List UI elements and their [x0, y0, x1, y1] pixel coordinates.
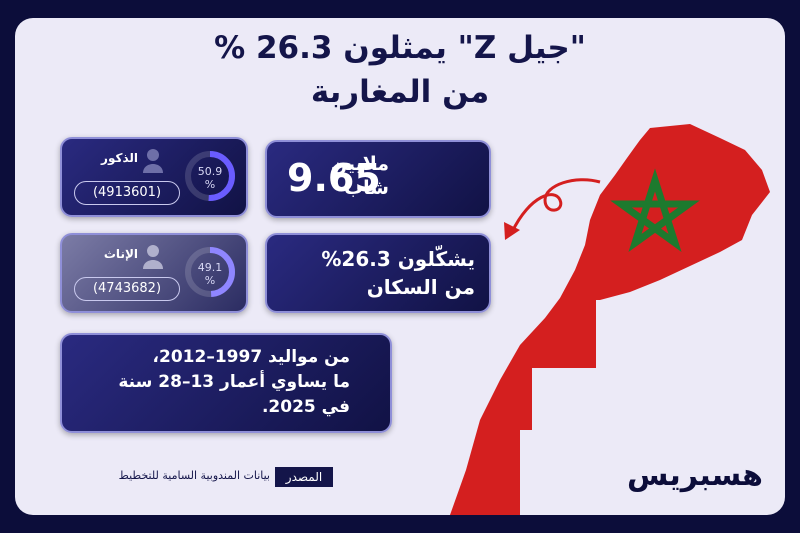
note-text: من مواليد 1997–2012، ما يساوي أعمار 13–2…	[118, 345, 350, 420]
ring-arc	[185, 247, 235, 297]
share-text: يشكّلون 26.3% من السكان	[321, 245, 475, 301]
ring-unit: %	[205, 178, 215, 191]
arrow	[510, 178, 601, 233]
females-label: الإناث	[103, 247, 138, 261]
share-card: يشكّلون 26.3% من السكان	[265, 233, 491, 313]
males-card: الذكور (4913601) 50.9%	[60, 137, 248, 217]
youth-card: 9.65 ملايين شاب	[265, 140, 491, 218]
person-icon	[143, 245, 163, 269]
youth-value: 9.65	[287, 156, 381, 200]
males-count: (4913601)	[74, 181, 180, 205]
note-line: ما يساوي أعمار 13–28 سنة	[118, 372, 350, 392]
ring-unit: %	[205, 274, 215, 287]
ring-value: 50.9	[198, 165, 223, 178]
arrow-head	[504, 222, 520, 240]
ring-value: 49.1	[198, 261, 223, 274]
title-line2: من المغاربة	[310, 74, 490, 110]
share-line2: من السكان	[366, 275, 475, 299]
source-text: بيانات المندوبية السامية للتخطيط	[118, 469, 270, 482]
males-label: الذكور	[101, 151, 138, 165]
source-tag: المصدر	[275, 467, 333, 487]
youth-label-line1: ملايين	[330, 153, 389, 175]
percent-ring: 49.1%	[185, 247, 235, 297]
share-line1: يشكّلون 26.3%	[321, 247, 475, 271]
brand-logo: هسبريس	[627, 458, 763, 493]
females-count: (4743682)	[74, 277, 180, 301]
note-card: من مواليد 1997–2012، ما يساوي أعمار 13–2…	[60, 333, 392, 433]
note-line: في 2025.	[261, 397, 350, 417]
youth-label: ملايين شاب	[331, 152, 389, 200]
note-line: من مواليد 1997–2012،	[152, 347, 350, 367]
title-line1: "جيل Z" يمثلون 26.3 %	[214, 30, 586, 66]
flag-star	[610, 168, 700, 253]
youth-label-line2: شاب	[344, 177, 389, 199]
morocco-map	[450, 124, 770, 515]
person-icon	[143, 149, 163, 173]
females-card: الإناث (4743682) 49.1%	[60, 233, 248, 313]
percent-ring: 50.9%	[185, 151, 235, 201]
ring-arc	[185, 151, 235, 201]
